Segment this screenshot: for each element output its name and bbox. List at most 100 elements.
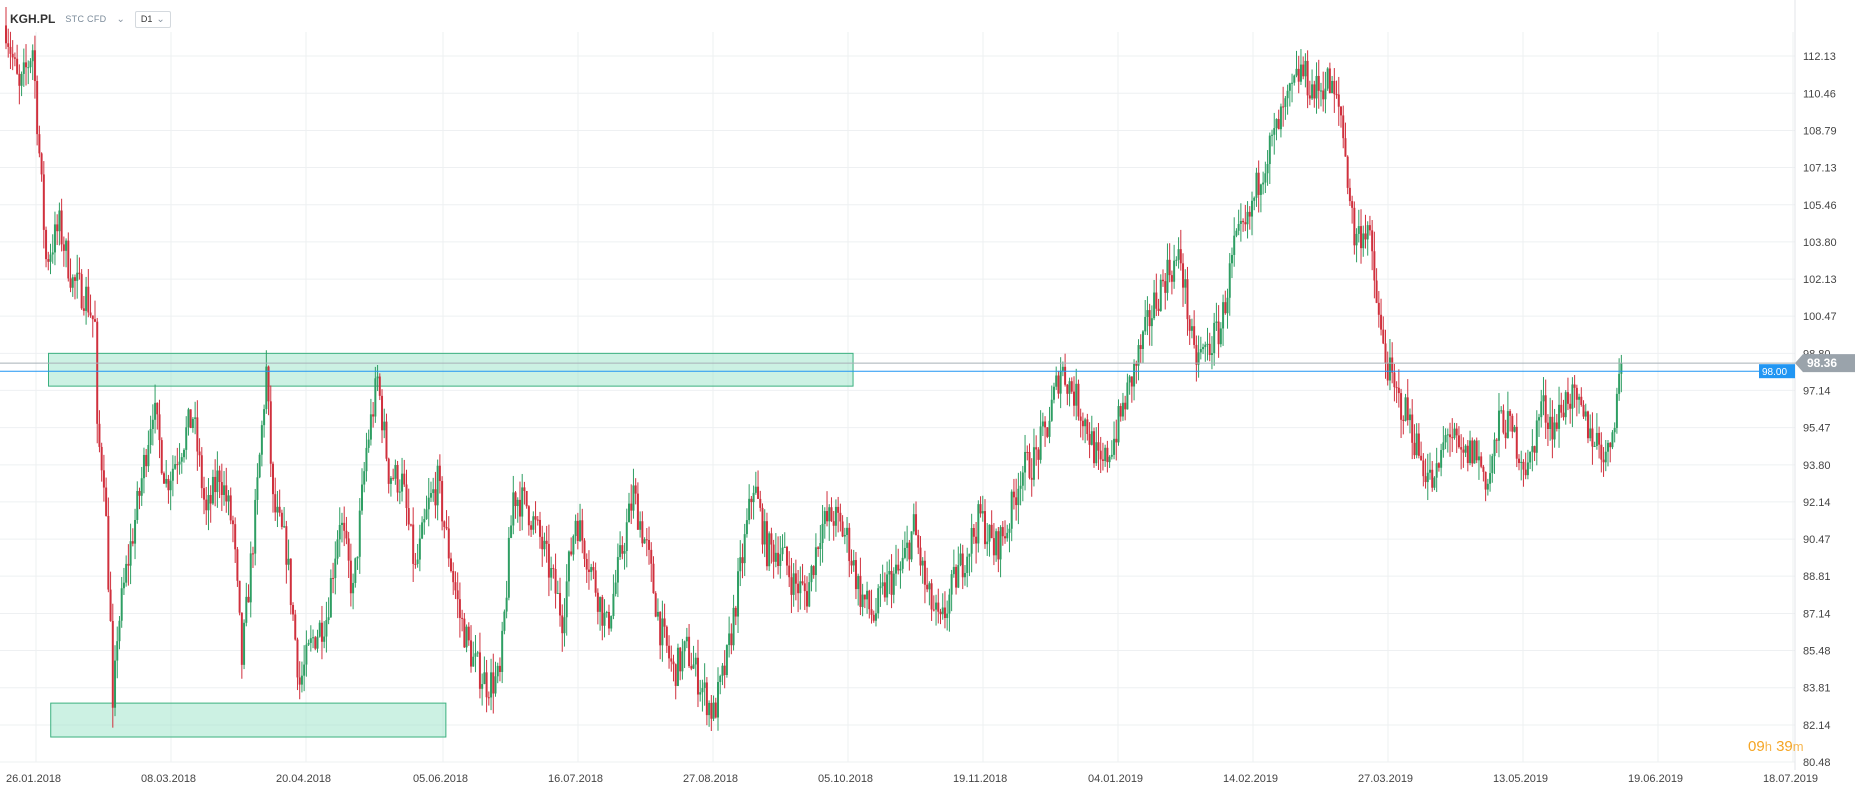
candle-body	[579, 520, 581, 541]
candle-body	[1218, 322, 1220, 345]
candle-body	[1247, 212, 1249, 224]
candle-body	[1204, 345, 1206, 347]
candle-body	[96, 322, 98, 424]
candle-body	[1091, 431, 1093, 445]
candle-body	[755, 487, 757, 493]
candle-body	[1353, 208, 1355, 246]
candle-body	[1511, 416, 1513, 432]
candle-body	[570, 551, 572, 554]
candle-body	[1162, 280, 1164, 281]
candle-body	[802, 581, 804, 583]
candle-body	[704, 682, 706, 688]
candle-body	[1382, 330, 1384, 344]
candle-body	[877, 588, 879, 613]
candle-body	[1100, 451, 1102, 460]
candle-body	[1020, 486, 1022, 489]
candle-body	[379, 377, 381, 396]
y-tick-label: 85.48	[1803, 645, 1831, 657]
candle-body	[1238, 224, 1240, 231]
candle-body	[50, 254, 52, 261]
candle-body	[699, 692, 701, 694]
candle-body	[87, 287, 89, 313]
candle-body	[839, 513, 841, 522]
candle-body	[1049, 421, 1051, 437]
candle-body	[1427, 473, 1429, 482]
candle-body	[1489, 473, 1491, 484]
candle-body	[539, 520, 541, 537]
candle-body	[919, 548, 921, 566]
candle-body	[1233, 236, 1235, 255]
candle-body	[922, 561, 924, 566]
candle-body	[964, 573, 966, 577]
candle-body	[1542, 395, 1544, 401]
candle-body	[1327, 68, 1329, 88]
candle-body	[270, 401, 272, 463]
candle-body	[1522, 462, 1524, 470]
candle-body	[1605, 452, 1607, 463]
candle-body	[1498, 411, 1500, 441]
candle-body	[43, 174, 45, 229]
candle-body	[750, 499, 752, 502]
candle-body	[973, 528, 975, 537]
candle-body	[1380, 315, 1382, 330]
candle-body	[819, 543, 821, 549]
candle-body	[508, 538, 510, 598]
candle-body	[1122, 403, 1124, 417]
candle-body	[510, 526, 512, 538]
candle-body	[1062, 367, 1064, 371]
candle-body	[1051, 400, 1053, 421]
candle-body	[1015, 497, 1017, 505]
candle-body	[730, 633, 732, 645]
candle-body	[686, 637, 688, 641]
candle-body	[125, 564, 127, 583]
candle-body	[1193, 326, 1195, 345]
candle-body	[1518, 459, 1520, 463]
candle-body	[1576, 388, 1578, 400]
candle-body	[410, 524, 412, 525]
candle-body	[34, 50, 36, 81]
candle-body	[788, 566, 790, 578]
candle-body	[1534, 446, 1536, 453]
candle-body	[804, 583, 806, 591]
candle-body	[490, 672, 492, 697]
candle-body	[394, 465, 396, 479]
candle-body	[908, 543, 910, 560]
candle-body	[192, 419, 194, 428]
candle-body	[679, 648, 681, 672]
candle-body	[1033, 447, 1035, 480]
candle-body	[1491, 456, 1493, 473]
candle-body	[459, 599, 461, 618]
candle-body	[25, 62, 27, 67]
y-tick-label: 95.47	[1803, 423, 1831, 435]
candle-body	[512, 492, 514, 525]
candle-body	[1418, 434, 1420, 456]
candle-body	[1362, 233, 1364, 248]
candle-body	[960, 554, 962, 566]
candle-body	[463, 619, 465, 648]
candle-body	[281, 513, 283, 527]
candle-body	[808, 582, 810, 606]
resistance-zone	[49, 353, 854, 386]
candle-body	[1111, 455, 1113, 457]
candle-body	[902, 558, 904, 569]
candle-body	[323, 637, 325, 642]
candle-body	[9, 47, 11, 54]
candle-body	[1271, 135, 1273, 136]
candle-body	[693, 664, 695, 668]
countdown-hours-unit: h	[1765, 739, 1772, 754]
candle-body	[1231, 255, 1233, 263]
candle-body	[710, 703, 712, 719]
candle-body	[659, 612, 661, 645]
candle-body	[648, 540, 650, 550]
candle-body	[1129, 376, 1131, 382]
candle-body	[1500, 410, 1502, 411]
candle-body	[1453, 429, 1455, 438]
x-tick-label: 05.10.2018	[818, 773, 873, 785]
candle-body	[337, 539, 339, 558]
candle-body	[815, 547, 817, 575]
candle-body	[786, 547, 788, 566]
candle-body	[962, 554, 964, 578]
candle-body	[341, 523, 343, 525]
candle-body	[548, 544, 550, 578]
